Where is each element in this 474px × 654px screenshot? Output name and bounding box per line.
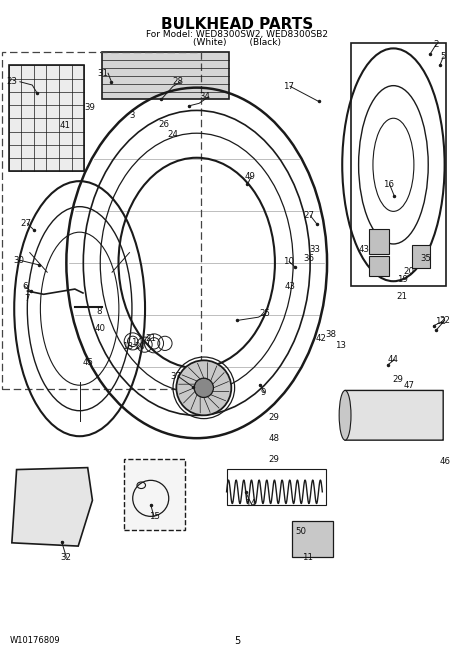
Text: 24: 24: [167, 129, 179, 139]
Text: 16: 16: [383, 180, 394, 189]
Text: For Model: WED8300SW2, WED8300SB2: For Model: WED8300SW2, WED8300SB2: [146, 29, 328, 39]
Text: 5: 5: [440, 52, 446, 61]
Text: 9: 9: [260, 388, 266, 397]
Text: 29: 29: [393, 375, 403, 384]
Text: 26: 26: [158, 120, 169, 129]
Text: 49: 49: [245, 172, 255, 181]
Text: 13: 13: [335, 341, 346, 350]
Text: 29: 29: [269, 413, 279, 422]
Text: 18: 18: [121, 342, 133, 351]
Text: 2: 2: [433, 40, 439, 49]
Text: 5: 5: [234, 636, 240, 646]
Text: 42: 42: [316, 334, 327, 343]
Text: 11: 11: [301, 553, 313, 562]
Text: 14: 14: [245, 499, 256, 508]
Text: 10: 10: [283, 257, 294, 266]
Text: 32: 32: [61, 553, 72, 562]
Text: 23: 23: [6, 77, 18, 86]
Text: 48: 48: [268, 434, 280, 443]
Text: 33: 33: [310, 245, 321, 254]
Text: 22: 22: [439, 316, 450, 325]
Text: 38: 38: [325, 330, 337, 339]
Text: 20: 20: [403, 267, 414, 276]
Text: 3: 3: [129, 111, 135, 120]
Text: 40: 40: [95, 324, 106, 333]
Text: 1: 1: [131, 337, 137, 347]
Text: 43: 43: [358, 245, 370, 254]
Text: 27: 27: [20, 219, 32, 228]
Text: 34: 34: [199, 92, 210, 101]
Text: 39: 39: [85, 103, 95, 112]
Text: 47: 47: [403, 381, 414, 390]
Text: 21: 21: [396, 292, 408, 301]
Circle shape: [176, 360, 231, 415]
Text: 43: 43: [284, 282, 296, 291]
Text: 46: 46: [440, 456, 451, 466]
Text: 37: 37: [171, 371, 182, 381]
Polygon shape: [12, 468, 92, 546]
Text: W10176809: W10176809: [9, 636, 60, 645]
Text: 41: 41: [60, 121, 71, 130]
FancyBboxPatch shape: [345, 390, 443, 440]
Bar: [9, 65, 84, 171]
Bar: [412, 245, 430, 268]
Text: 7: 7: [25, 294, 30, 303]
Text: 6: 6: [22, 282, 27, 291]
FancyBboxPatch shape: [292, 521, 333, 557]
Text: 50: 50: [295, 526, 307, 536]
Text: 28: 28: [172, 77, 183, 86]
Text: BULKHEAD PARTS: BULKHEAD PARTS: [161, 18, 313, 32]
Text: 25: 25: [259, 309, 270, 318]
FancyBboxPatch shape: [102, 52, 229, 99]
Text: 31: 31: [98, 69, 109, 78]
Ellipse shape: [339, 390, 351, 440]
Text: 15: 15: [148, 512, 160, 521]
Text: 45: 45: [82, 358, 93, 368]
Text: 30: 30: [13, 256, 25, 265]
Text: 27: 27: [303, 211, 315, 220]
Text: 21: 21: [145, 334, 156, 343]
Text: 17: 17: [283, 82, 294, 91]
Text: 12: 12: [435, 317, 447, 326]
Text: 36: 36: [303, 254, 315, 263]
Text: 19: 19: [398, 275, 408, 284]
FancyBboxPatch shape: [124, 459, 185, 530]
Text: 35: 35: [420, 254, 431, 263]
Bar: [369, 256, 389, 276]
Text: (White)        (Black): (White) (Black): [193, 38, 281, 47]
Text: 8: 8: [97, 307, 102, 317]
Text: 29: 29: [269, 455, 279, 464]
Text: 20: 20: [134, 342, 146, 351]
Bar: [369, 229, 389, 254]
Circle shape: [194, 378, 213, 398]
Text: 44: 44: [388, 355, 399, 364]
